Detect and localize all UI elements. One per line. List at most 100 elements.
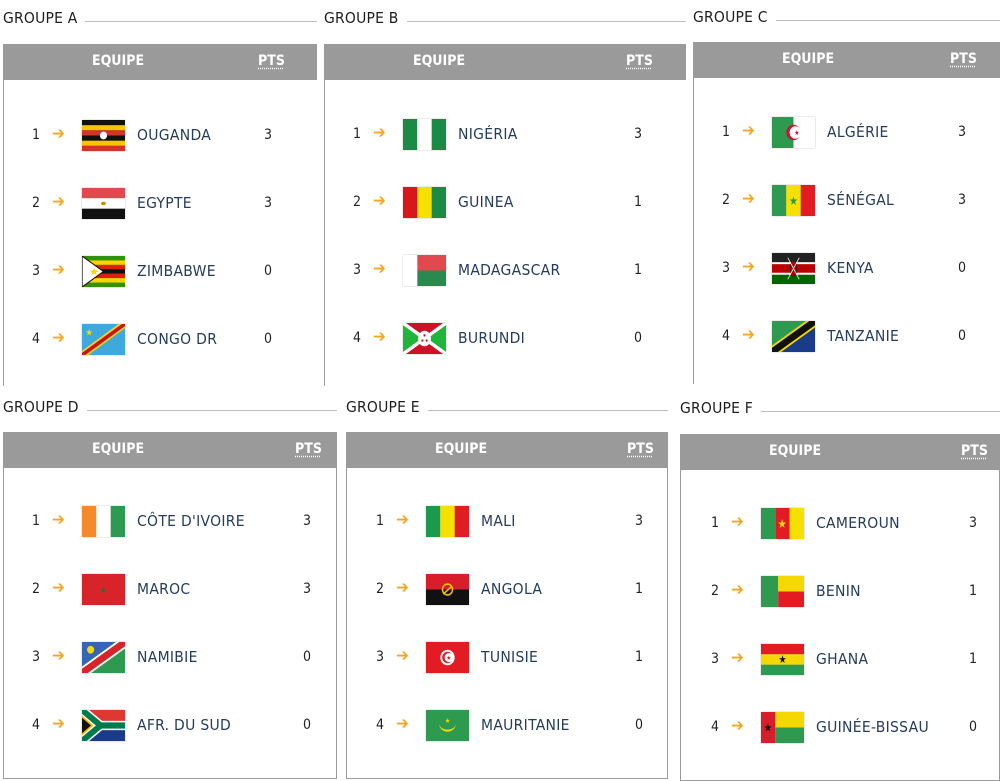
team-rank: 3 [353,262,362,278]
uganda-flag-icon [82,120,125,151]
table-row[interactable]: 3 ➔ KENYA 0 [694,252,1000,286]
title-divider [760,410,1000,412]
table-row[interactable]: 4 ➔ AFR. DU SUD 0 [4,709,336,743]
header-points[interactable]: PTS [950,51,977,67]
arrow-right-icon: ➔ [731,580,744,600]
svg-text:★: ★ [789,194,798,209]
kenya-flag-icon [772,253,815,284]
team-name[interactable]: NIGÉRIA [458,125,518,143]
title-divider [86,409,337,411]
table-row[interactable]: 4 ➔ BURUNDI 0 [325,322,686,356]
team-name[interactable]: SÉNÉGAL [827,191,895,209]
team-rank: 2 [722,192,731,208]
group-title: GROUPE B [324,6,686,30]
header-points[interactable]: PTS [295,441,322,457]
table-row[interactable]: 3 ➔ MADAGASCAR 1 [325,254,686,288]
arrow-right-icon: ➔ [52,192,65,212]
team-points: 0 [303,717,312,733]
table-row[interactable]: 2 ➔ GUINEA 1 [325,186,686,220]
congo-dr-flag-icon: ★ [82,324,125,355]
table-header: EQUIPE PTS [347,432,667,468]
table-header: EQUIPE PTS [4,432,336,468]
team-rank: 4 [32,717,41,733]
team-points: 1 [634,262,643,278]
team-points: 3 [969,515,978,531]
team-name[interactable]: GHANA [816,650,869,668]
team-rank: 1 [32,513,41,529]
team-name[interactable]: ALGÉRIE [827,123,889,141]
team-rank: 1 [722,124,731,140]
team-name[interactable]: TUNISIE [481,648,539,666]
table-row[interactable]: 2 ➔ ★ MAROC 3 [4,573,336,607]
arrow-right-icon: ➔ [52,124,65,144]
team-rank: 1 [711,515,720,531]
standings-table: EQUIPE PTS 1 ➔ MALI 3 2 ➔ ANGOLA 1 3 ➔ ★… [346,432,668,779]
table-row[interactable]: 4 ➔ ★ CONGO DR 0 [4,323,317,357]
team-name[interactable]: BURUNDI [458,329,526,347]
table-row[interactable]: 3 ➔ ★ GHANA 1 [681,643,999,677]
table-row[interactable]: 4 ➔ ★ GUINÉE-BISSAU 0 [681,711,999,745]
team-points: 0 [634,330,643,346]
standings-table: EQUIPE PTS 1 ➔ ★ ALGÉRIE 3 2 ➔ ★ SÉNÉGAL… [693,42,1000,384]
team-name[interactable]: GUINEA [458,193,514,211]
table-row[interactable]: 2 ➔ EGYPTE 3 [4,187,317,221]
group-title: GROUPE E [346,395,668,419]
table-row[interactable]: 3 ➔ NAMIBIE 0 [4,641,336,675]
header-points[interactable]: PTS [258,53,285,69]
header-points[interactable]: PTS [627,441,654,457]
table-row[interactable]: 2 ➔ BENIN 1 [681,575,999,609]
table-row[interactable]: 1 ➔ ★ CAMEROUN 3 [681,507,999,541]
burundi-flag-icon [403,323,446,354]
team-points: 0 [958,328,967,344]
team-points: 1 [634,194,643,210]
table-row[interactable]: 2 ➔ ANGOLA 1 [347,573,667,607]
table-row[interactable]: 4 ➔ TANZANIE 0 [694,320,1000,354]
standings-table: EQUIPE PTS 1 ➔ CÔTE D'IVOIRE 3 2 ➔ ★ MAR… [3,432,337,779]
team-name[interactable]: CONGO DR [137,330,218,348]
team-points: 0 [969,719,978,735]
arrow-right-icon: ➔ [742,257,755,277]
team-rank: 3 [32,263,41,279]
team-name[interactable]: KENYA [827,259,874,277]
team-points: 3 [303,581,312,597]
title-divider [775,19,1000,21]
team-name[interactable]: NAMIBIE [137,648,198,666]
team-name[interactable]: TANZANIE [827,327,900,345]
team-name[interactable]: BENIN [816,582,861,600]
table-header: EQUIPE PTS [325,44,686,80]
table-row[interactable]: 3 ➔ ★ TUNISIE 1 [347,641,667,675]
table-row[interactable]: 3 ➔ ★ ZIMBABWE 0 [4,255,317,289]
table-row[interactable]: 1 ➔ NIGÉRIA 3 [325,118,686,152]
header-points[interactable]: PTS [961,443,988,459]
table-row[interactable]: 1 ➔ OUGANDA 3 [4,119,317,153]
table-row[interactable]: 4 ➔ ★ MAURITANIE 0 [347,709,667,743]
team-name[interactable]: ANGOLA [481,580,543,598]
team-name[interactable]: OUGANDA [137,126,212,144]
svg-text:★: ★ [764,721,773,734]
team-name[interactable]: MAROC [137,580,191,598]
header-team: EQUIPE [435,441,488,457]
team-name[interactable]: MADAGASCAR [458,261,561,279]
header-team: EQUIPE [92,53,145,69]
table-row[interactable]: 1 ➔ MALI 3 [347,505,667,539]
table-row[interactable]: 1 ➔ ★ ALGÉRIE 3 [694,116,1000,150]
header-points[interactable]: PTS [626,53,653,69]
team-name[interactable]: MAURITANIE [481,716,570,734]
team-name[interactable]: CÔTE D'IVOIRE [137,512,245,530]
nigeria-flag-icon [403,119,446,150]
namibia-flag-icon [82,642,125,673]
table-row[interactable]: 2 ➔ ★ SÉNÉGAL 3 [694,184,1000,218]
header-team: EQUIPE [92,441,145,457]
arrow-right-icon: ➔ [52,646,65,666]
team-name[interactable]: GUINÉE-BISSAU [816,718,929,736]
title-divider [406,20,686,22]
group-title-text: GROUPE E [346,398,420,416]
group-title-text: GROUPE F [680,399,753,417]
team-name[interactable]: EGYPTE [137,194,192,212]
team-name[interactable]: CAMEROUN [816,514,900,532]
group-title: GROUPE C [693,5,1000,29]
team-name[interactable]: AFR. DU SUD [137,716,232,734]
table-row[interactable]: 1 ➔ CÔTE D'IVOIRE 3 [4,505,336,539]
team-name[interactable]: MALI [481,512,516,530]
team-name[interactable]: ZIMBABWE [137,262,216,280]
